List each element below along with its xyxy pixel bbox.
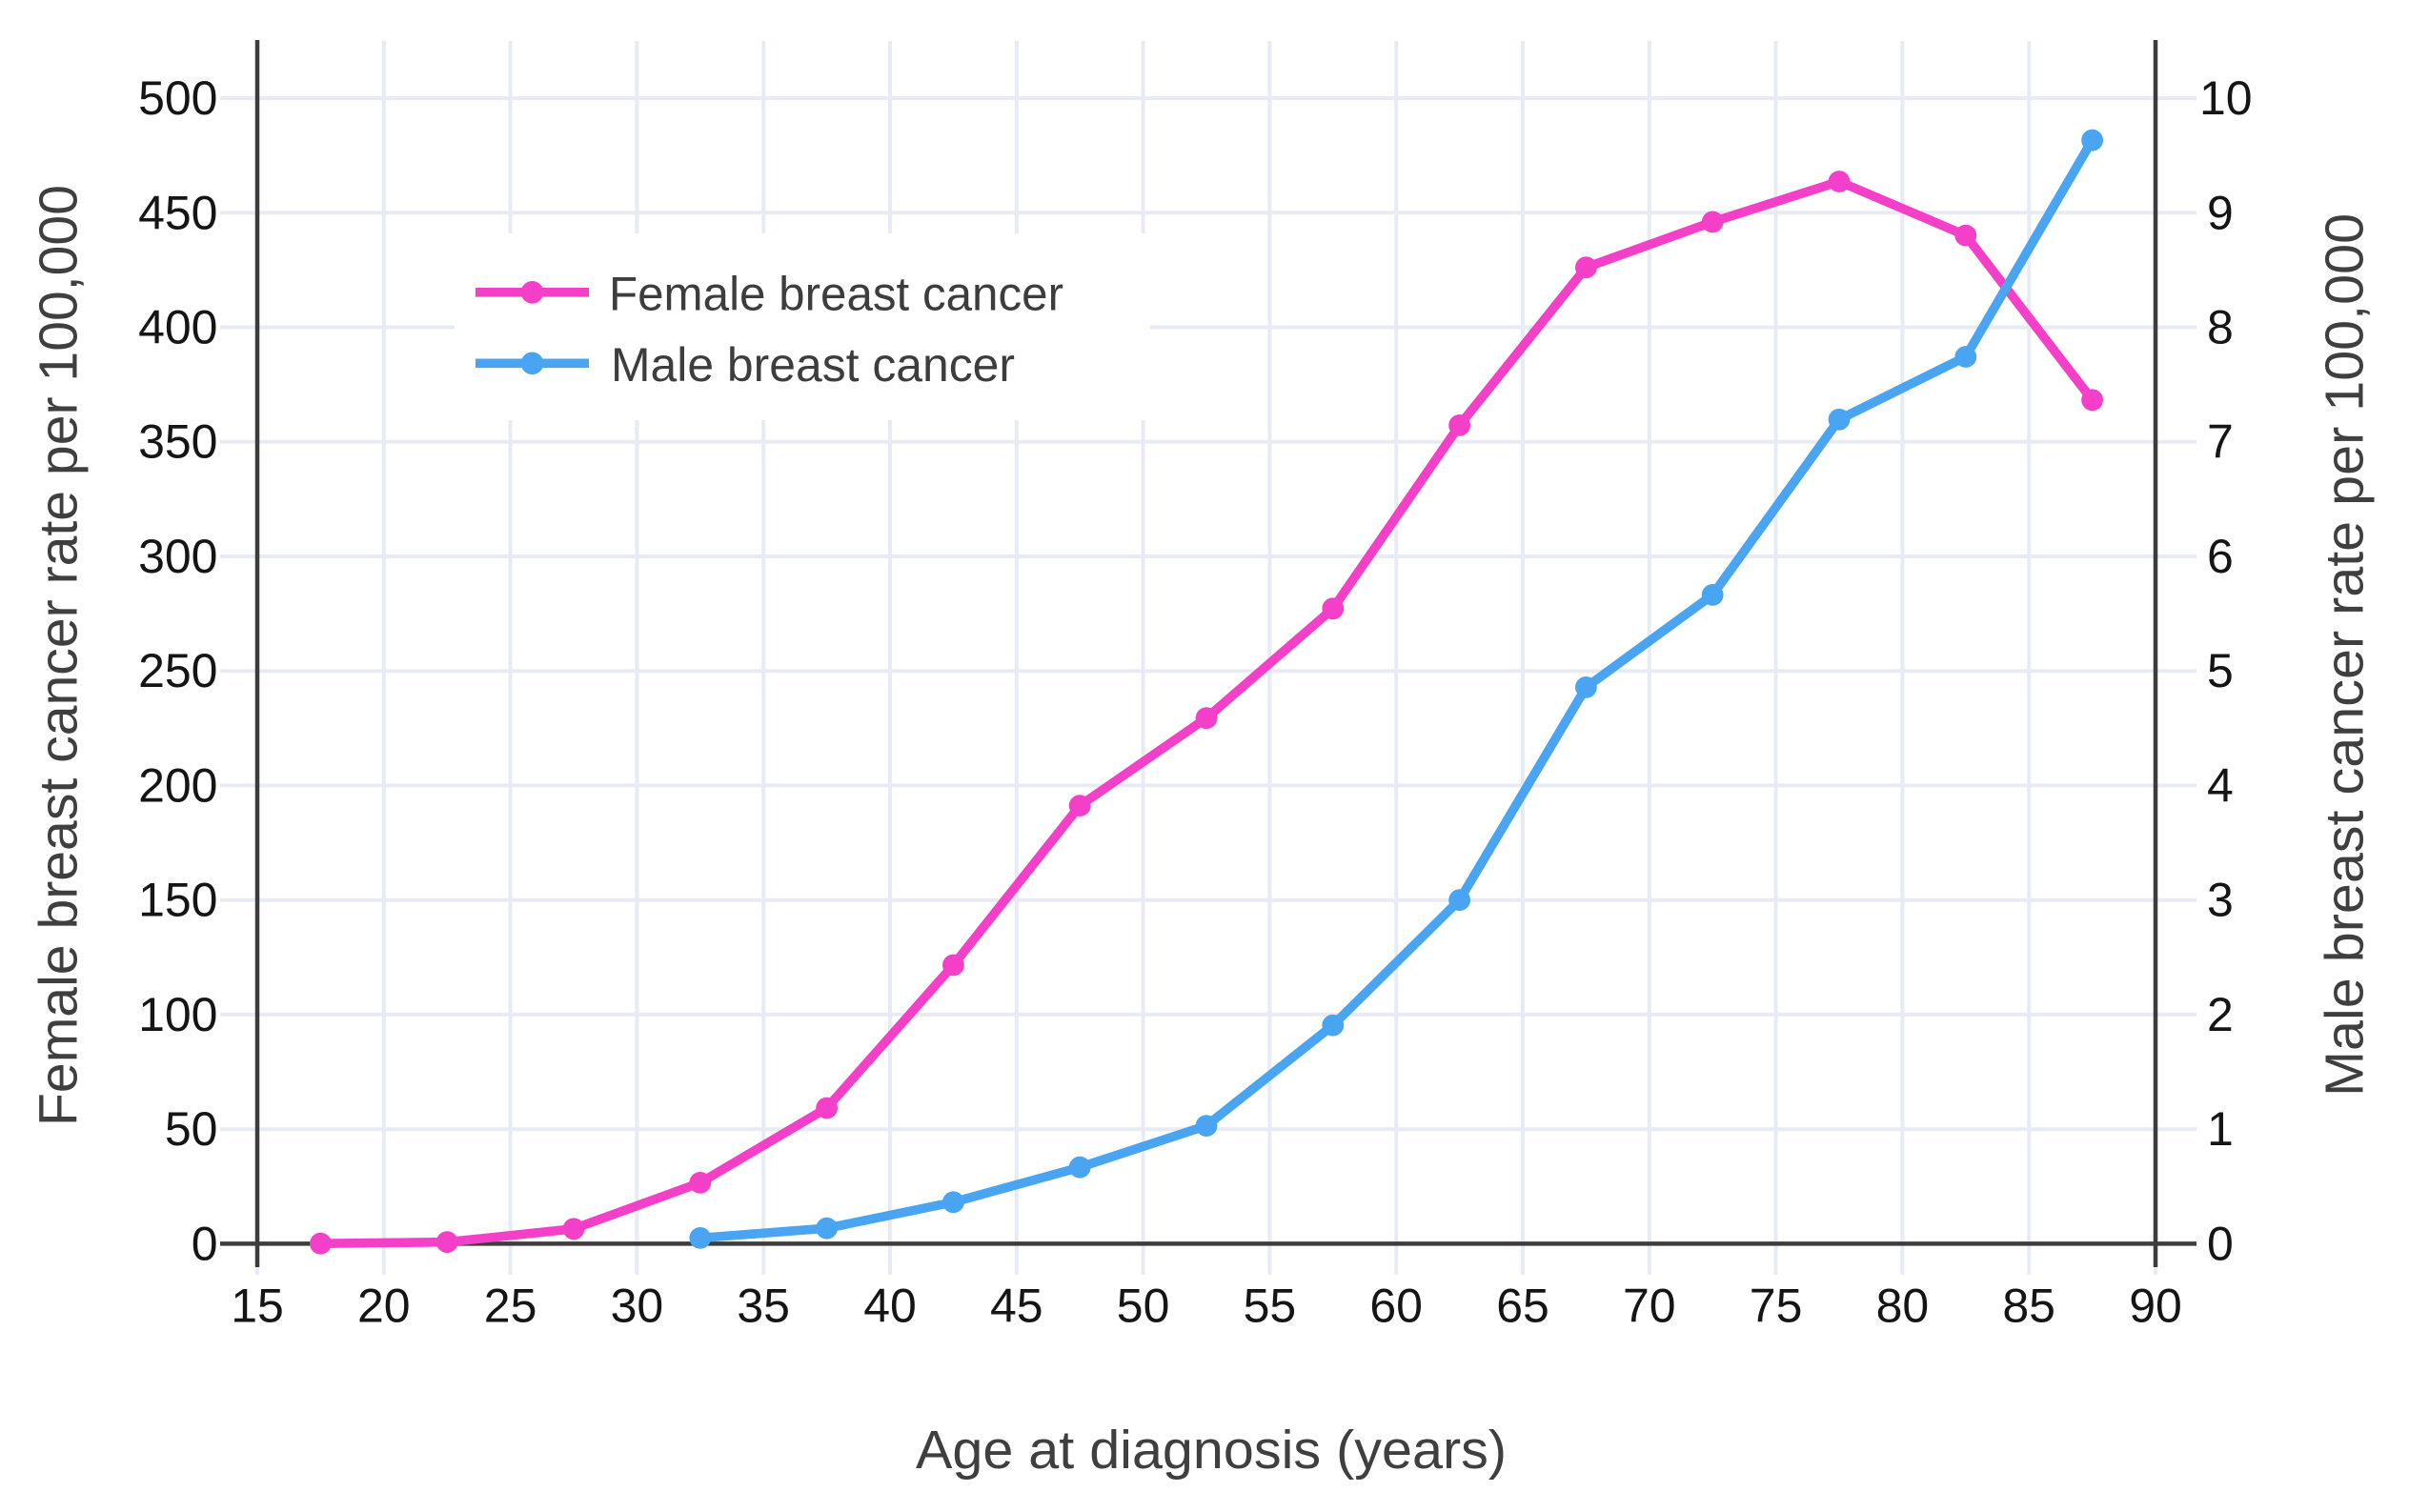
svg-text:0: 0 [192,1217,218,1270]
svg-text:150: 150 [138,874,217,927]
svg-text:35: 35 [737,1280,790,1333]
svg-text:100: 100 [138,988,217,1041]
svg-text:450: 450 [138,186,217,239]
svg-text:25: 25 [484,1280,537,1333]
svg-text:9: 9 [2207,186,2234,239]
svg-text:6: 6 [2207,530,2234,583]
svg-text:80: 80 [1876,1280,1930,1333]
svg-text:30: 30 [611,1280,664,1333]
svg-text:400: 400 [138,301,217,354]
svg-text:Male breast cancer: Male breast cancer [611,337,1015,392]
svg-text:300: 300 [138,530,217,583]
svg-text:60: 60 [1369,1280,1423,1333]
svg-text:200: 200 [138,758,217,812]
svg-text:Age at diagnosis (years): Age at diagnosis (years) [916,1420,1507,1480]
svg-text:3: 3 [2207,874,2234,927]
svg-text:40: 40 [863,1280,917,1333]
svg-text:1: 1 [2207,1102,2234,1156]
svg-text:2: 2 [2207,988,2234,1041]
svg-text:Male breast cancer rate per 10: Male breast cancer rate per 100,000 [2315,213,2375,1097]
svg-text:70: 70 [1623,1280,1676,1333]
svg-text:55: 55 [1244,1280,1297,1333]
svg-text:Female breast cancer: Female breast cancer [609,267,1063,321]
svg-text:45: 45 [990,1280,1043,1333]
svg-text:350: 350 [138,415,217,469]
svg-text:500: 500 [138,71,217,125]
svg-text:50: 50 [1117,1280,1170,1333]
svg-text:15: 15 [231,1280,284,1333]
svg-text:10: 10 [2199,71,2253,125]
svg-text:0: 0 [2207,1217,2234,1270]
svg-text:20: 20 [357,1280,411,1333]
svg-text:7: 7 [2207,415,2234,469]
svg-text:85: 85 [2002,1280,2055,1333]
svg-text:90: 90 [2129,1280,2182,1333]
svg-text:8: 8 [2207,301,2234,354]
svg-text:4: 4 [2207,758,2234,812]
svg-text:Female breast cancer rate per: Female breast cancer rate per 100,000 [28,185,88,1126]
svg-text:5: 5 [2207,644,2234,697]
svg-text:75: 75 [1750,1280,1803,1333]
svg-text:50: 50 [165,1102,218,1156]
svg-text:65: 65 [1496,1280,1549,1333]
svg-text:250: 250 [138,644,217,697]
